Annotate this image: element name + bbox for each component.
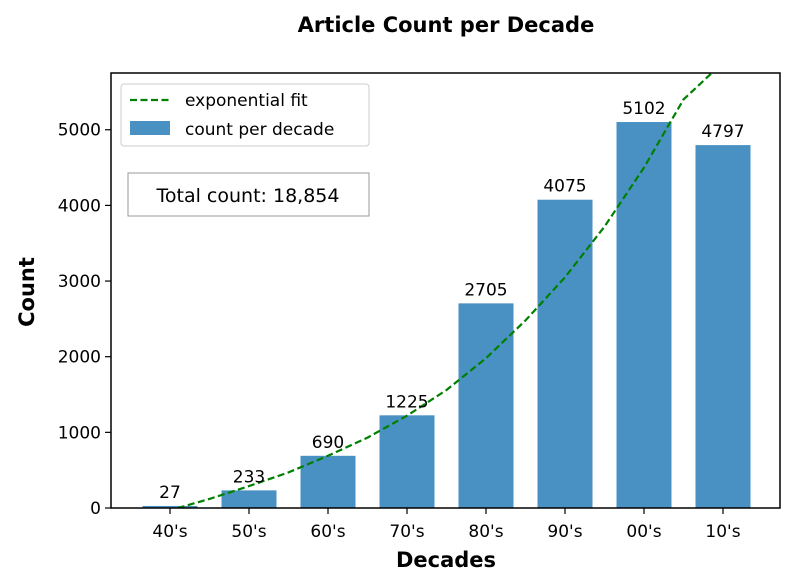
y-tick-label: 5000 — [58, 121, 101, 141]
bar — [458, 303, 514, 508]
annotation-text: Total count: 18,854 — [156, 185, 340, 207]
y-axis: 0 1000 2000 3000 4000 5000 — [58, 121, 111, 519]
total-count-annotation: Total count: 18,854 — [127, 172, 370, 217]
x-tick-label: 10's — [705, 522, 740, 542]
y-tick-label: 1000 — [58, 423, 101, 443]
bar — [616, 122, 672, 508]
bar — [142, 505, 198, 508]
bar — [221, 490, 277, 508]
bar-value-label: 5102 — [622, 99, 665, 119]
bar-value-label: 4075 — [543, 177, 586, 197]
x-tick-label: 70's — [389, 522, 424, 542]
legend-fit-label: exponential fit — [185, 91, 308, 111]
plot-area — [142, 73, 751, 508]
bar-value-label: 4797 — [701, 122, 744, 142]
y-tick-label: 3000 — [58, 272, 101, 292]
x-tick-label: 90's — [547, 522, 582, 542]
y-tick-label: 4000 — [58, 196, 101, 216]
bar — [379, 415, 435, 508]
x-axis: 40's 50's 60's 70's 80's 90's 00's 10's — [152, 508, 741, 542]
annotation-box — [127, 172, 370, 217]
bar — [695, 145, 751, 508]
fit-line — [174, 73, 714, 508]
x-tick-label: 50's — [231, 522, 266, 542]
x-axis-label: Decades — [396, 548, 496, 572]
x-tick-label: 40's — [152, 522, 187, 542]
bar-value-label: 2705 — [464, 280, 507, 300]
y-tick-label: 2000 — [58, 348, 101, 368]
bar-value-label: 27 — [159, 483, 181, 503]
legend: exponential fit count per decade — [120, 83, 370, 147]
bar-value-label: 1225 — [385, 392, 428, 412]
x-tick-label: 60's — [310, 522, 345, 542]
chart-title: Article Count per Decade — [298, 13, 595, 37]
legend-bar-label: count per decade — [185, 120, 334, 140]
plot-frame — [110, 72, 781, 509]
x-tick-label: 80's — [468, 522, 503, 542]
bar-value-label: 690 — [312, 433, 344, 453]
bar — [537, 199, 593, 508]
legend-box — [120, 83, 370, 147]
bar-value-label: 233 — [233, 467, 265, 487]
y-tick-label: 0 — [90, 499, 101, 519]
legend-bar-swatch — [130, 121, 170, 135]
y-axis-label: Count — [15, 257, 39, 327]
x-tick-label: 00's — [626, 522, 661, 542]
